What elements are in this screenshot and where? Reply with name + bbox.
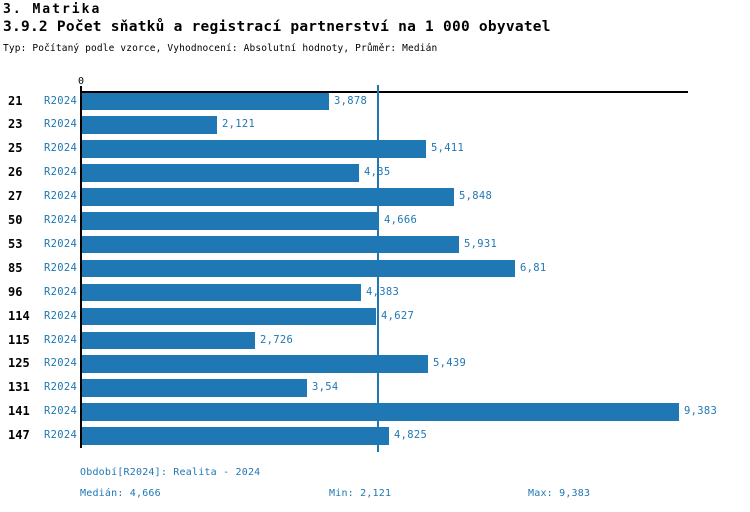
row-period-label: R2024: [44, 94, 78, 107]
bar-value-label: 4,627: [381, 309, 415, 322]
bar-row: 26 R2024 4,35: [0, 164, 750, 182]
bar: [82, 283, 361, 302]
row-id-label: 141: [8, 404, 30, 419]
section-title: 3. Matrika: [3, 2, 102, 17]
row-id-label: 131: [8, 380, 30, 395]
bar-value-label: 6,81: [520, 261, 547, 274]
bar-value-label: 9,383: [684, 405, 718, 418]
x-axis-zero-label: 0: [77, 76, 85, 87]
row-period-label: R2024: [44, 142, 78, 155]
footer-max: Max: 9,383: [528, 488, 591, 499]
bar-value-label: 4,666: [384, 214, 418, 226]
row-id-label: 114: [8, 308, 30, 323]
row-period-label: R2024: [44, 381, 78, 394]
row-period-label: R2024: [44, 333, 78, 346]
bar-value-label: 4,825: [394, 429, 428, 442]
row-id-label: 53: [8, 236, 23, 251]
bar: [82, 116, 217, 134]
bar: [82, 92, 329, 110]
bar-value-label: 3,54: [312, 381, 339, 394]
bar: [82, 403, 679, 421]
bar-row: 147 R2024 4,825: [0, 427, 750, 445]
row-period-label: R2024: [44, 405, 78, 418]
bar: [82, 379, 307, 397]
row-period-label: R2024: [44, 118, 78, 131]
bar-row: 141 R2024 9,383: [0, 403, 750, 421]
bar: [82, 307, 376, 326]
row-id-label: 125: [8, 356, 30, 371]
row-period-label: R2024: [44, 190, 78, 203]
bar-value-label: 4,383: [366, 285, 400, 298]
bar-row: 131 R2024 3,54: [0, 379, 750, 397]
bar: [82, 235, 459, 254]
bar-value-label: 5,848: [459, 190, 493, 203]
row-id-label: 27: [8, 189, 23, 204]
bar-row: 21 R2024 3,878: [0, 92, 750, 110]
bar: [82, 259, 515, 278]
bar: [82, 212, 379, 230]
row-id-label: 96: [8, 284, 23, 299]
bar-row: 50 R2024 4,666: [0, 212, 750, 230]
row-id-label: 25: [8, 141, 23, 156]
bar-row: 25 R2024 5,411: [0, 140, 750, 158]
bar-value-label: 2,121: [222, 118, 256, 131]
bar-value-label: 2,726: [260, 333, 294, 346]
footer-period: Období[R2024]: Realita - 2024: [80, 467, 261, 478]
row-id-label: 26: [8, 165, 23, 180]
row-period-label: R2024: [44, 237, 78, 250]
bar: [82, 164, 359, 182]
bar-row: 114 R2024 4,627: [0, 307, 750, 326]
bar-row: 53 R2024 5,931: [0, 235, 750, 254]
bar: [82, 355, 428, 373]
row-id-label: 50: [8, 213, 23, 227]
row-period-label: R2024: [44, 285, 78, 298]
y-axis-line: [79, 86, 82, 448]
row-id-label: 115: [8, 332, 30, 347]
bar-row: 96 R2024 4,383: [0, 283, 750, 302]
row-id-label: 85: [8, 260, 23, 275]
bar-row: 85 R2024 6,81: [0, 259, 750, 278]
chart-meta: Typ: Počítaný podle vzorce, Vyhodnocení:…: [3, 43, 438, 54]
bar: [82, 427, 389, 445]
bar: [82, 188, 454, 206]
bar-value-label: 5,411: [431, 142, 465, 155]
bar-row: 125 R2024 5,439: [0, 355, 750, 373]
row-id-label: 21: [8, 93, 23, 108]
row-id-label: 147: [8, 428, 30, 443]
row-period-label: R2024: [44, 261, 78, 274]
bar: [82, 331, 255, 349]
bar-value-label: 5,439: [433, 357, 467, 370]
bar: [82, 140, 426, 158]
bar-row: 27 R2024 5,848: [0, 188, 750, 206]
x-axis-line: [79, 91, 688, 93]
row-id-label: 23: [8, 117, 23, 132]
row-period-label: R2024: [44, 429, 78, 442]
row-period-label: R2024: [44, 309, 78, 322]
bar-row: 115 R2024 2,726: [0, 331, 750, 349]
chart-title: 3.9.2 Počet sňatků a registrací partners…: [3, 19, 551, 35]
bar-row: 23 R2024 2,121: [0, 116, 750, 134]
row-period-label: R2024: [44, 214, 78, 226]
footer-median: Medián: 4,666: [80, 488, 161, 499]
bar-value-label: 5,931: [464, 237, 498, 250]
footer-min: Min: 2,121: [329, 488, 392, 499]
bar-value-label: 3,878: [334, 94, 368, 107]
row-period-label: R2024: [44, 357, 78, 370]
row-period-label: R2024: [44, 166, 78, 179]
bar-value-label: 4,35: [364, 166, 391, 179]
